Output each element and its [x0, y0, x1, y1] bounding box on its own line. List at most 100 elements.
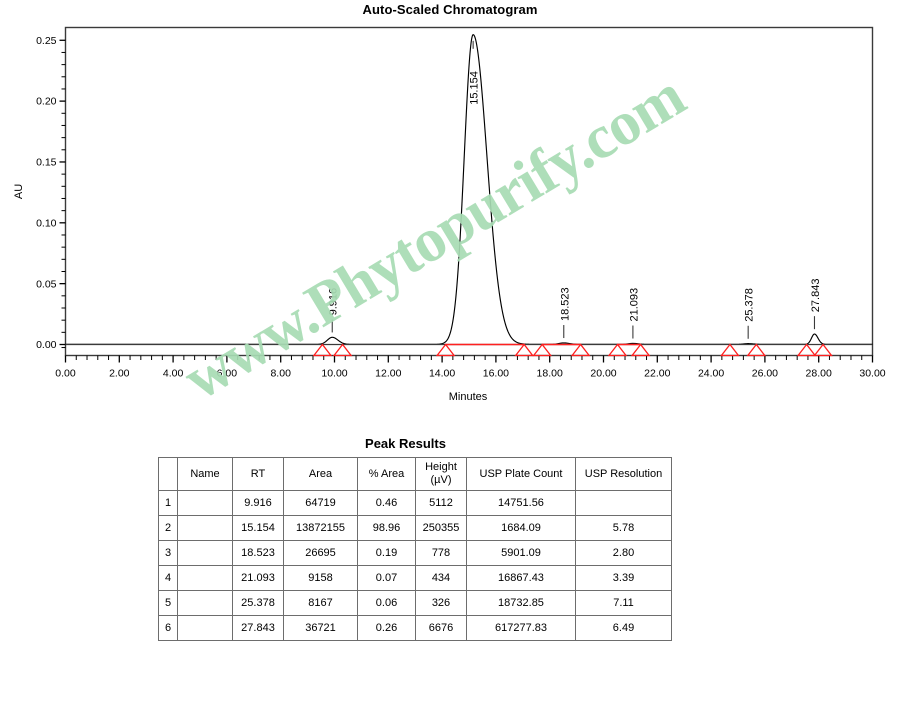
x-tick-label: 22.00: [644, 368, 670, 380]
peak-index-cell: 2: [158, 515, 178, 541]
peak-rt-cell: 21.093: [232, 565, 284, 591]
x-tick-label: 26.00: [752, 368, 778, 380]
peak-results-table: Name RT Area % Area Height (µV) USP Plat…: [158, 457, 672, 641]
x-tick-label: 8.00: [270, 368, 291, 380]
peak-resolution-cell: 6.49: [575, 615, 672, 641]
peak-rt-cell: 27.843: [232, 615, 284, 641]
peak-boundary-marker: [532, 343, 552, 357]
peak-area-cell: 9158: [283, 565, 358, 591]
peak-rt-cell: 25.378: [232, 590, 284, 616]
peak-rt-labels: 9.916 15.154 18.523 21.093 25.378 27.843: [328, 40, 822, 339]
col-header-height: Height (µV): [415, 457, 467, 491]
table-header-row: Name RT Area % Area Height (µV) USP Plat…: [158, 457, 672, 491]
peak-boundary-marker: [630, 343, 651, 357]
peak-plate-count-cell: 5901.09: [466, 540, 576, 566]
peak-resolution-cell: 2.80: [575, 540, 672, 566]
table-header: Name RT Area % Area Height (µV) USP Plat…: [158, 457, 672, 491]
peak-area-cell: 13872155: [283, 515, 358, 541]
x-tick-label: 24.00: [698, 368, 724, 380]
peak-rt-label: 15.154: [469, 71, 481, 105]
col-header-percent-area: % Area: [357, 457, 416, 491]
y-tick-label: 0.10: [36, 217, 57, 229]
peak-rt-label: 25.378: [744, 288, 756, 322]
peak-boundary-marker: [570, 343, 591, 357]
table-row: 4 21.093 9158 0.07 434 16867.43 3.39: [158, 565, 672, 591]
x-tick-label: 12.00: [375, 368, 401, 380]
peak-name-cell: [177, 615, 233, 641]
peak-boundary-marker: [746, 343, 767, 357]
peak-rt-cell: 18.523: [232, 540, 284, 566]
x-tick-label: 2.00: [109, 368, 130, 380]
y-tick-label: 0.00: [36, 339, 57, 351]
x-tick-label: 6.00: [217, 368, 238, 380]
table-row: 1 9.916 64719 0.46 5112 14751.56: [158, 490, 672, 516]
peak-percent-area-cell: 98.96: [357, 515, 416, 541]
peak-resolution-cell: 5.78: [575, 515, 672, 541]
y-axis-title: AU: [13, 184, 25, 199]
peak-rt-label: 27.843: [810, 279, 822, 313]
peak-boundary-marker: [435, 343, 456, 357]
y-tick-label: 0.25: [36, 35, 57, 47]
peak-name-cell: [177, 540, 233, 566]
peak-boundary-marker: [813, 343, 833, 357]
peak-area-cell: 8167: [283, 590, 358, 616]
peak-name-cell: [177, 515, 233, 541]
y-tick-label: 0.20: [36, 96, 57, 108]
peak-name-cell: [177, 565, 233, 591]
plot-frame: [64, 26, 874, 357]
peak-plate-count-cell: 1684.09: [466, 515, 576, 541]
peak-boundary-marker: [312, 343, 333, 357]
peak-index-cell: 3: [158, 540, 178, 566]
y-tick-label: 0.05: [36, 278, 57, 290]
x-axis-title: Minutes: [449, 391, 488, 403]
peak-results-title: Peak Results: [365, 436, 446, 451]
peak-boundary-marker: [796, 343, 817, 357]
peak-resolution-cell: 3.39: [575, 565, 672, 591]
peak-boundary-marker: [514, 343, 534, 357]
table-row: 6 27.843 36721 0.26 6676 617277.83 6.49: [158, 615, 672, 641]
x-tick-label: 4.00: [163, 368, 184, 380]
peak-percent-area-cell: 0.26: [357, 615, 416, 641]
x-tick-label: 18.00: [537, 368, 563, 380]
peak-plate-count-cell: 617277.83: [466, 615, 576, 641]
peak-index-cell: 5: [158, 590, 178, 616]
col-header-rt: RT: [232, 457, 284, 491]
col-header-area: Area: [283, 457, 358, 491]
peak-rt-cell: 15.154: [232, 515, 284, 541]
col-header-index: [158, 457, 178, 491]
peak-boundary-marker: [607, 343, 628, 357]
table-row: 5 25.378 8167 0.06 326 18732.85 7.11: [158, 590, 672, 616]
col-header-resolution: USP Resolution: [575, 457, 672, 491]
peak-rt-label: 9.916: [328, 288, 340, 316]
peak-index-cell: 1: [158, 490, 178, 516]
x-axis-ticks: 0.00 2.00 4.00 6.00 8.00 10.00 12.00 14.00 16.00…: [55, 355, 886, 380]
peak-name-cell: [177, 590, 233, 616]
peak-percent-area-cell: 0.06: [357, 590, 416, 616]
peak-height-cell: 6676: [415, 615, 467, 641]
x-tick-label: 20.00: [590, 368, 616, 380]
peak-height-cell: 326: [415, 590, 467, 616]
peak-height-cell: 5112: [415, 490, 467, 516]
peak-plate-count-cell: 18732.85: [466, 590, 576, 616]
peak-boundary-marker: [332, 343, 353, 357]
chromatogram-plot-svg: 0.00 0.05 0.10 0.15 0.20 0.25 0.00 2.00 4.00 6.0…: [13, 26, 886, 403]
col-header-name: Name: [177, 457, 233, 491]
peak-resolution-cell: 7.11: [575, 590, 672, 616]
x-tick-label: 28.00: [806, 368, 832, 380]
col-header-height-line1: Height: [425, 461, 457, 474]
peak-height-cell: 434: [415, 565, 467, 591]
peak-percent-area-cell: 0.19: [357, 540, 416, 566]
peak-area-cell: 64719: [283, 490, 358, 516]
peak-plate-count-cell: 16867.43: [466, 565, 576, 591]
peak-boundary-markers: [312, 343, 833, 357]
chart-title: Auto-Scaled Chromatogram: [362, 2, 538, 17]
peak-area-cell: 26695: [283, 540, 358, 566]
peak-height-cell: 778: [415, 540, 467, 566]
x-tick-label: 0.00: [55, 368, 76, 380]
peak-name-cell: [177, 490, 233, 516]
x-tick-label: 16.00: [483, 368, 509, 380]
peak-resolution-cell: [575, 490, 672, 516]
peak-height-cell: 250355: [415, 515, 467, 541]
x-tick-label: 14.00: [429, 368, 455, 380]
